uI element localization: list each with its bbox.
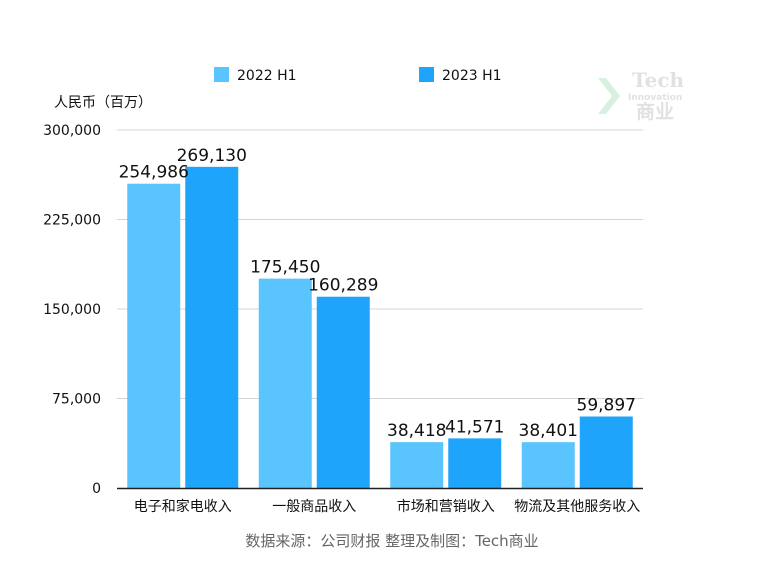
watermark-line3: 商业 xyxy=(636,100,674,123)
data-label: 269,130 xyxy=(177,146,247,166)
data-label: 38,418 xyxy=(387,421,446,441)
data-label: 175,450 xyxy=(250,258,320,278)
y-axis-ticks: 0 75,000 150,000 225,000 300,000 xyxy=(43,123,101,497)
bar xyxy=(448,438,502,488)
watermark-chevron-icon xyxy=(598,78,620,114)
category-label: 一般商品收入 xyxy=(272,499,356,515)
data-label: 160,289 xyxy=(308,276,378,296)
legend-swatch-2022 xyxy=(214,67,229,82)
data-label: 38,401 xyxy=(519,421,578,441)
y-tick-label: 75,000 xyxy=(52,392,101,408)
watermark-line1: Tech xyxy=(632,68,684,92)
data-label: 41,571 xyxy=(445,417,504,437)
legend-label-2023: 2023 H1 xyxy=(442,68,502,84)
bar xyxy=(258,278,312,488)
bar xyxy=(521,442,575,488)
y-tick-label: 0 xyxy=(92,481,101,497)
bar xyxy=(185,166,239,488)
y-tick-label: 150,000 xyxy=(43,302,101,318)
watermark-line2: Innovation xyxy=(628,93,682,103)
bar xyxy=(579,416,633,488)
category-label: 市场和营销收入 xyxy=(397,498,495,515)
y-tick-label: 225,000 xyxy=(43,213,101,229)
bar xyxy=(390,442,444,488)
category-labels: 电子和家电收入 一般商品收入 市场和营销收入 物流及其他服务收入 xyxy=(134,498,641,515)
bar xyxy=(316,296,370,488)
category-label: 物流及其他服务收入 xyxy=(514,499,640,515)
data-label: 59,897 xyxy=(577,396,636,416)
legend-swatch-2023 xyxy=(419,67,434,82)
legend: 2022 H1 2023 H1 xyxy=(214,67,502,84)
legend-label-2022: 2022 H1 xyxy=(237,68,297,84)
y-tick-label: 300,000 xyxy=(43,123,101,139)
watermark-logo: Tech Innovation 商业 xyxy=(598,68,684,123)
bars xyxy=(127,166,633,488)
category-label: 电子和家电收入 xyxy=(134,498,232,515)
source-note: 数据来源：公司财报 整理及制图：Tech商业 xyxy=(245,532,538,550)
data-label: 254,986 xyxy=(119,163,189,183)
bar xyxy=(127,183,181,488)
y-axis-label: 人民币（百万） xyxy=(54,95,152,111)
